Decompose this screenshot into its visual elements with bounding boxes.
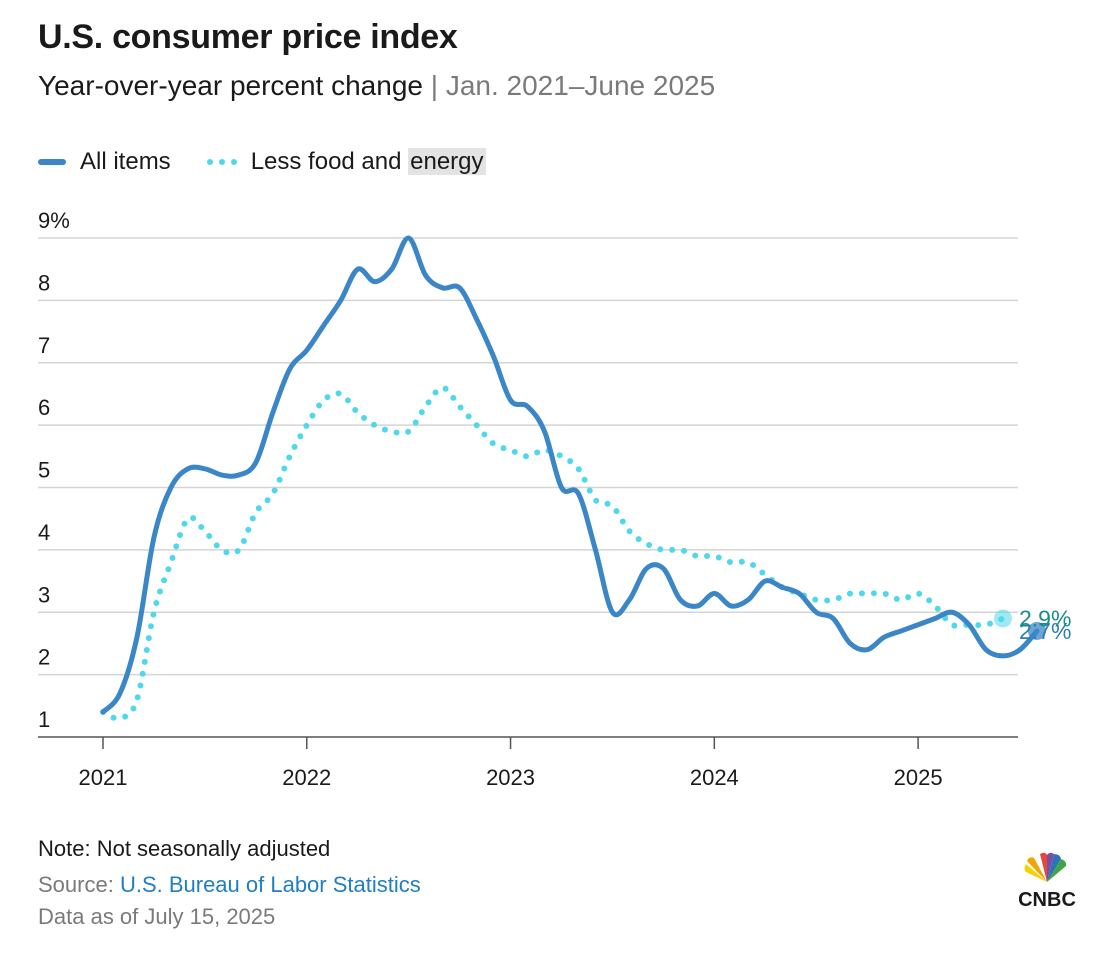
y-tick-label: 5 bbox=[38, 458, 50, 483]
end-point-core bbox=[994, 609, 1012, 628]
line-chart: 9% 8 7 6 5 4 3 2 1 2021 2022 2023 2024 2025 2.7%2.9% bbox=[38, 208, 1071, 790]
source-line: Source: U.S. Bureau of Labor Statistics bbox=[38, 872, 421, 897]
x-tick-label: 2025 bbox=[894, 765, 943, 790]
y-tick-label: 4 bbox=[38, 520, 50, 545]
subtitle-date-range: Jan. 2021–June 2025 bbox=[445, 70, 716, 101]
end-label-core: 2.9% bbox=[1019, 605, 1071, 631]
y-tick-label: 8 bbox=[38, 270, 50, 295]
data-as-of: Data as of July 15, 2025 bbox=[38, 904, 276, 929]
legend-item-all-items: All items bbox=[38, 148, 171, 176]
y-tick-label: 6 bbox=[38, 395, 50, 420]
x-tick-label: 2021 bbox=[79, 765, 128, 790]
y-tick-label: 7 bbox=[38, 333, 50, 358]
end-point-all-items bbox=[1027, 621, 1046, 640]
chart-subtitle: Year-over-year percent change | Jan. 202… bbox=[38, 70, 715, 102]
series-line-all-items bbox=[100, 235, 1040, 715]
source-link[interactable]: U.S. Bureau of Labor Statistics bbox=[119, 872, 421, 897]
x-tick-label: 2024 bbox=[690, 765, 739, 790]
peacock-icon bbox=[1024, 852, 1067, 882]
footnote: Note: Not seasonally adjusted bbox=[38, 836, 331, 861]
x-tick-label: 2022 bbox=[282, 765, 331, 790]
chart-title: U.S. consumer price index bbox=[38, 18, 458, 56]
series-line-core bbox=[100, 384, 1006, 722]
y-tick-label: 3 bbox=[38, 582, 50, 607]
legend-label-all-items: All items bbox=[80, 148, 171, 175]
legend-label-core: Less food and energy bbox=[250, 148, 486, 175]
legend-swatch-solid bbox=[38, 159, 66, 165]
x-tick-label: 2023 bbox=[486, 765, 535, 790]
cnbc-logo: CNBC bbox=[1018, 852, 1076, 910]
y-tick-label: 1 bbox=[38, 707, 50, 732]
subtitle-separator: | bbox=[422, 70, 446, 101]
legend-item-core: Less food and energy bbox=[206, 148, 486, 176]
cnbc-wordmark: CNBC bbox=[1018, 889, 1076, 910]
subtitle-main: Year-over-year percent change bbox=[38, 70, 423, 101]
legend-swatch-dotted bbox=[206, 159, 237, 165]
y-tick-label: 9% bbox=[38, 208, 70, 233]
end-label-all-items: 2.7% bbox=[1019, 618, 1071, 644]
y-tick-label: 2 bbox=[38, 645, 50, 670]
legend: All items Less food and energy bbox=[38, 144, 522, 180]
